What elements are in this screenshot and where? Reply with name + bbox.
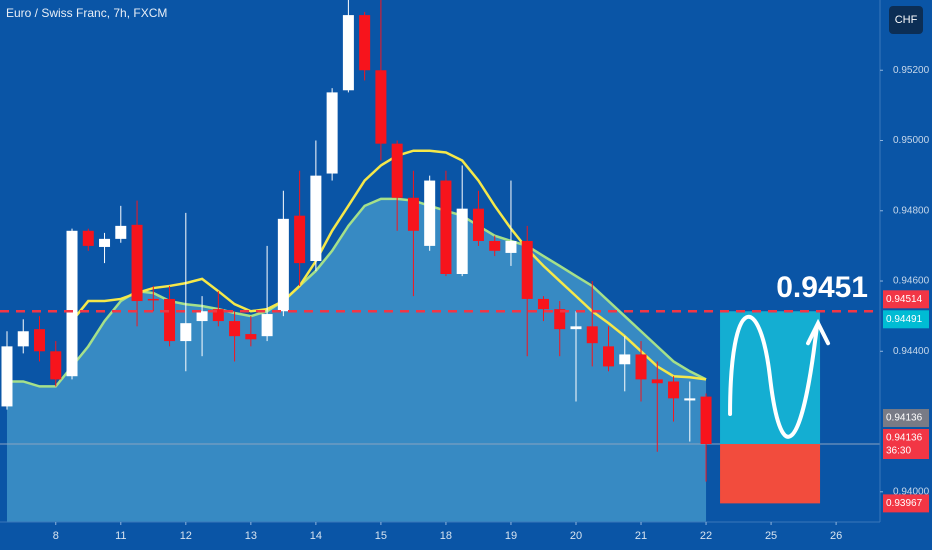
candle-body <box>570 326 582 330</box>
candle-body <box>147 298 159 301</box>
candle-body <box>635 354 647 380</box>
candle-body <box>245 334 257 340</box>
candle-body <box>472 208 484 241</box>
ma-line <box>71 149 707 381</box>
price-tag <box>883 409 929 428</box>
price-tag <box>883 310 929 329</box>
candle-body <box>1 346 13 407</box>
wave-arrowhead <box>806 318 831 346</box>
candle-body <box>521 240 533 299</box>
candle-body <box>277 218 289 312</box>
candle-body <box>66 230 78 377</box>
candle-body <box>505 240 517 253</box>
candle-body <box>668 381 680 399</box>
y-tick-label: 0.94600 <box>893 276 930 287</box>
candle-body <box>619 354 631 365</box>
price-tag-label: 0.94136 <box>886 433 923 444</box>
x-tick-label: 15 <box>375 530 387 542</box>
candle-body <box>359 15 371 71</box>
chart-title: Euro / Swiss Franc, 7h, FXCM <box>6 6 167 20</box>
price-tag-label: 0.94491 <box>886 314 923 325</box>
target-label: 0.9451 <box>776 271 868 304</box>
x-tick-label: 11 <box>115 530 126 542</box>
candle-body <box>196 311 208 322</box>
candle-body <box>489 240 501 251</box>
candle-body <box>115 225 127 239</box>
candle-body <box>342 15 354 91</box>
y-tick-label: 0.95000 <box>893 135 930 146</box>
x-tick-label: 8 <box>53 530 59 542</box>
price-tag-label: 0.93967 <box>886 498 923 509</box>
x-tick-label: 14 <box>310 530 322 542</box>
candle-body <box>586 326 598 344</box>
wave-arrow <box>728 314 820 439</box>
price-tag <box>883 429 929 460</box>
y-tick-label: 0.95200 <box>893 65 930 76</box>
price-tag <box>883 494 929 513</box>
y-tick-label: 0.94400 <box>893 346 930 357</box>
x-tick-label: 12 <box>180 530 192 542</box>
candle-body <box>261 314 273 337</box>
currency-label[interactable]: CHF <box>895 14 918 26</box>
ma-area <box>6 198 707 523</box>
candle-body <box>310 175 322 261</box>
candle-body <box>684 398 696 401</box>
candle-body <box>212 309 224 322</box>
candle-body <box>651 379 663 384</box>
candle-body <box>603 346 615 367</box>
candle-body <box>440 180 452 274</box>
ma-line <box>6 197 707 388</box>
candle-body <box>164 298 176 342</box>
price-tag <box>883 290 929 309</box>
plot: 0.9451 <box>0 0 880 523</box>
price-tag-label: 0.94514 <box>886 294 923 305</box>
x-tick-label: 19 <box>505 530 517 542</box>
candle-body <box>375 70 387 144</box>
x-tick-label: 18 <box>440 530 452 542</box>
x-tick-label: 22 <box>700 530 712 542</box>
x-axis-strip <box>0 522 932 550</box>
candle-body <box>34 329 46 352</box>
x-tick-label: 20 <box>570 530 582 542</box>
candle-body <box>50 351 62 380</box>
candle-body <box>537 298 549 310</box>
currency-button[interactable] <box>889 6 923 34</box>
x-tick-label: 26 <box>830 530 842 542</box>
countdown-label: 36:30 <box>886 446 911 457</box>
candle-body <box>391 143 403 198</box>
candle-body <box>180 323 192 342</box>
candle-body <box>99 238 111 247</box>
y-tick-label: 0.94000 <box>893 486 930 497</box>
price-tag-label: 0.94136 <box>886 413 923 424</box>
x-tick-label: 25 <box>765 530 777 542</box>
candle-body <box>82 230 94 246</box>
candle-body <box>554 309 566 330</box>
candle-body <box>229 321 241 337</box>
candle-body <box>131 224 143 302</box>
candle-body <box>17 331 29 347</box>
candle-body <box>407 197 419 231</box>
position-stop-zone <box>720 444 821 504</box>
x-tick-label: 21 <box>635 530 647 542</box>
x-tick-label: 13 <box>245 530 257 542</box>
y-tick-label: 0.94800 <box>893 205 930 216</box>
candle-body <box>294 215 306 264</box>
candle-body <box>326 92 338 174</box>
candle-body <box>424 180 436 246</box>
candle-body <box>700 396 712 445</box>
candle-body <box>456 208 468 274</box>
